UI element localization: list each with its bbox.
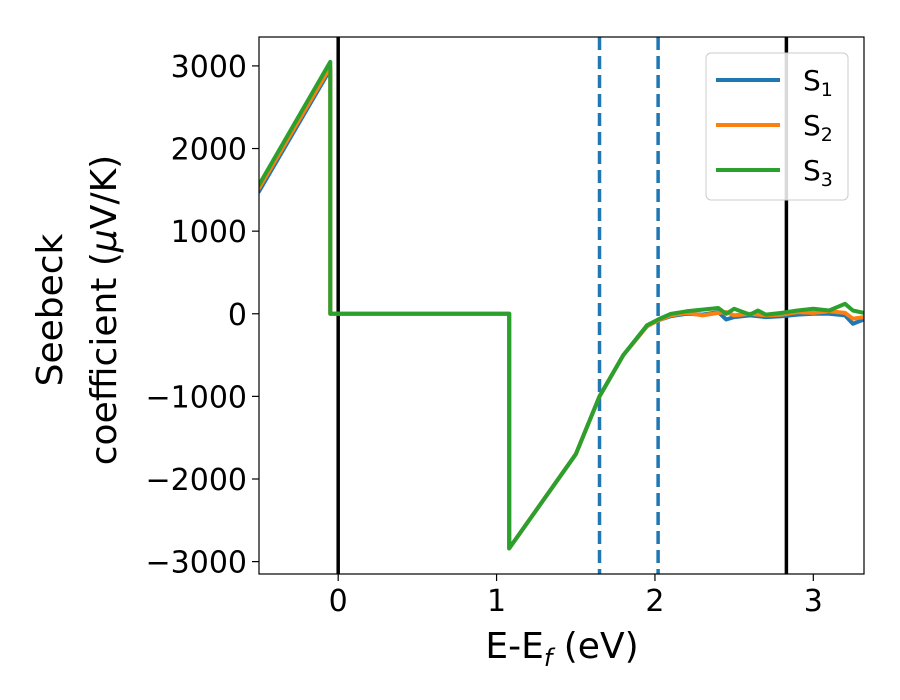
- y-tick-label: −1000: [146, 380, 247, 415]
- y-tick-label: 0: [228, 298, 247, 333]
- y-tick-label: 3000: [171, 50, 247, 85]
- legend-label-s3: S3: [803, 154, 833, 191]
- plot-frame: [258, 36, 865, 575]
- x-tick-label: 3: [804, 584, 823, 619]
- x-axis-label-unit: (eV): [552, 626, 638, 667]
- y-axis-label-mu: μ: [84, 229, 125, 253]
- y-axis-ticks: 3000 2000 1000 0 −1000 −2000 −3000: [146, 50, 259, 581]
- x-tick-label: 2: [645, 584, 664, 619]
- legend: S1 S2 S3: [705, 52, 849, 201]
- x-axis-label: E-Ef (eV): [485, 626, 638, 672]
- x-tick-label: 1: [487, 584, 506, 619]
- y-tick-label: −3000: [146, 546, 247, 581]
- x-axis-ticks: 0 1 2 3: [329, 574, 823, 619]
- x-tick-label: 0: [329, 584, 348, 619]
- y-tick-label: −2000: [146, 463, 247, 498]
- y-tick-label: 2000: [171, 133, 247, 168]
- legend-label-s2: S2: [803, 109, 833, 146]
- legend-label-s1: S1: [803, 64, 833, 101]
- y-axis-label-line1: Seebeck: [30, 233, 71, 386]
- series-lines: [259, 59, 864, 551]
- y-axis-label-line2: coefficient (μV/K): [84, 155, 125, 465]
- y-tick-label: 1000: [171, 215, 247, 250]
- series-line-s3: [259, 59, 864, 551]
